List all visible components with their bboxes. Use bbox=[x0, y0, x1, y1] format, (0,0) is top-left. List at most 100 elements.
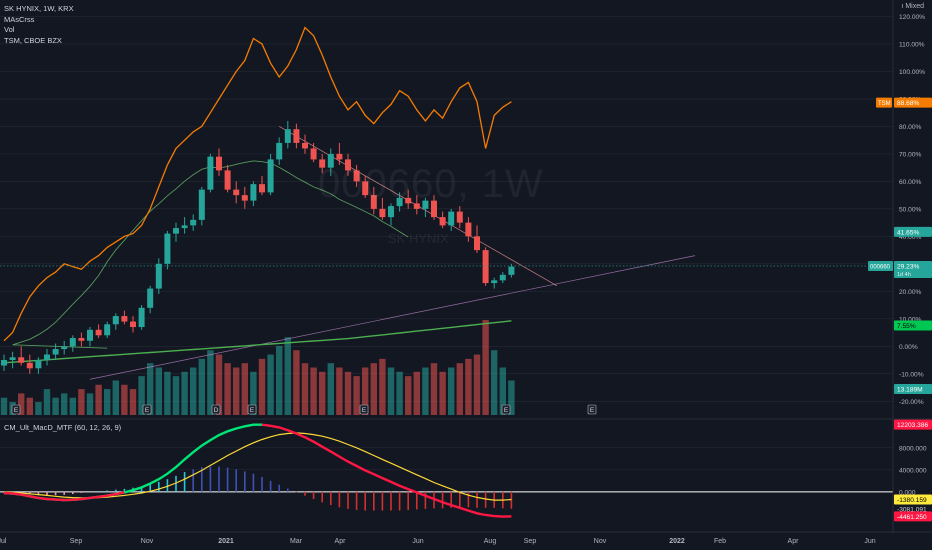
candle bbox=[499, 274, 506, 281]
volume-bar bbox=[362, 367, 369, 415]
candle bbox=[276, 142, 283, 160]
candle bbox=[370, 195, 377, 209]
candle bbox=[482, 250, 489, 284]
volume-bar bbox=[224, 363, 231, 415]
volume-bar bbox=[0, 397, 8, 415]
volume-bar bbox=[164, 371, 171, 415]
y-tick-label: 70.00% bbox=[899, 151, 922, 158]
y-tick-label: 80.00% bbox=[899, 124, 922, 131]
price-value: 29.23% bbox=[897, 263, 920, 270]
candle bbox=[181, 225, 188, 229]
volume-bar bbox=[121, 384, 128, 415]
candle bbox=[155, 263, 162, 289]
volume-bar bbox=[43, 389, 51, 415]
volume-bar bbox=[344, 371, 352, 415]
currency-icon: ı bbox=[901, 3, 906, 10]
y-tick-label: 50.00% bbox=[899, 206, 922, 213]
volume-bar bbox=[250, 371, 257, 415]
tsm-overlay bbox=[3, 26, 512, 342]
candle bbox=[147, 288, 154, 308]
ma-fast-badge: 41.65% bbox=[897, 229, 920, 236]
ma-fast-badge-bg bbox=[894, 226, 932, 237]
volume-bar bbox=[95, 384, 102, 415]
volume-bar bbox=[456, 363, 463, 415]
candle bbox=[431, 200, 437, 218]
price-countdown: 1d 4h bbox=[897, 272, 911, 278]
candle bbox=[130, 321, 136, 328]
candle bbox=[61, 346, 68, 350]
candle bbox=[267, 159, 274, 193]
candle bbox=[456, 211, 463, 223]
event-marker-box bbox=[359, 404, 369, 415]
ma-slow-badge-bg bbox=[894, 320, 932, 331]
volume-bar bbox=[69, 397, 76, 415]
candle bbox=[1, 360, 7, 366]
macd-signal-badge-bg bbox=[894, 494, 932, 505]
x-tick-label: 2022 bbox=[669, 538, 685, 545]
volume-bar bbox=[327, 363, 334, 415]
candles bbox=[1, 120, 515, 374]
x-tick-label: Sep bbox=[70, 538, 83, 545]
ma-slow-line bbox=[3, 320, 512, 364]
macd-signal-badge: -1380.159 bbox=[897, 497, 927, 504]
volume-bar bbox=[35, 402, 42, 415]
y-tick-label: 100.00% bbox=[899, 69, 925, 76]
volume-bar bbox=[190, 367, 197, 415]
indicator-masscrss[interactable]: MAsCrss bbox=[4, 14, 35, 24]
macd-top-badge: 12203.386 bbox=[897, 422, 929, 429]
candle bbox=[44, 354, 50, 361]
tsm-tag-bg bbox=[876, 97, 892, 108]
volume-bar bbox=[104, 389, 111, 415]
volume-bar bbox=[387, 367, 395, 415]
candle bbox=[508, 266, 515, 275]
candle bbox=[35, 360, 42, 369]
tsm-line bbox=[3, 26, 512, 342]
volume-bar bbox=[155, 367, 162, 415]
volume-badge: 13.189M bbox=[897, 387, 923, 394]
up-trend-line bbox=[89, 255, 696, 380]
candle bbox=[95, 329, 102, 336]
moving-averages bbox=[3, 160, 512, 364]
y-tick-label: 0.00% bbox=[899, 344, 918, 351]
symbol-watermark-sub: SK HYNIX bbox=[388, 231, 449, 246]
x-tick-label: Apr bbox=[788, 538, 800, 545]
ma-fast-line bbox=[12, 160, 409, 349]
scale-mode-label[interactable]: ı Mixed bbox=[901, 3, 924, 10]
candle bbox=[121, 316, 128, 322]
ma-slow-badge: 7.55% bbox=[897, 323, 916, 330]
indicator-tsm[interactable]: TSM, CBOE BZX bbox=[4, 35, 62, 45]
candle bbox=[448, 211, 455, 226]
volume-bar bbox=[473, 354, 481, 415]
volume-bar bbox=[129, 389, 137, 415]
tsm-value-badge: 88.68% bbox=[897, 100, 920, 107]
volume-bars bbox=[0, 320, 515, 415]
candle bbox=[52, 349, 59, 355]
volume-bar bbox=[207, 350, 214, 415]
event-marker-box bbox=[247, 404, 257, 415]
event-marker-box bbox=[587, 404, 597, 415]
symbol-title[interactable]: SK HYNIX, 1W, KRX bbox=[4, 4, 74, 13]
candle bbox=[241, 195, 248, 201]
volume-bar bbox=[413, 371, 420, 415]
volume-bar bbox=[198, 358, 205, 415]
macd-top-badge-bg bbox=[894, 419, 932, 430]
volume-bar bbox=[61, 393, 68, 415]
candle bbox=[439, 217, 446, 226]
x-tick-label: Aug bbox=[484, 538, 497, 545]
macd-title[interactable]: CM_Ult_MacD_MTF (60, 12, 26, 9) bbox=[4, 423, 122, 432]
volume-bar bbox=[465, 358, 472, 415]
candle bbox=[284, 129, 291, 143]
event-marker-label: E bbox=[145, 407, 150, 414]
candle bbox=[112, 316, 119, 325]
candle bbox=[413, 203, 420, 209]
volume-badge-bg bbox=[894, 384, 932, 394]
candle bbox=[474, 236, 480, 251]
volume-bar bbox=[336, 367, 343, 415]
indicator-vol[interactable]: Vol bbox=[4, 25, 15, 34]
event-marker-label: E bbox=[362, 407, 367, 414]
macd-tick-label: 4000.000 bbox=[899, 467, 927, 474]
volume-bar bbox=[448, 367, 455, 415]
volume-bar bbox=[370, 363, 377, 415]
candle bbox=[302, 142, 308, 149]
